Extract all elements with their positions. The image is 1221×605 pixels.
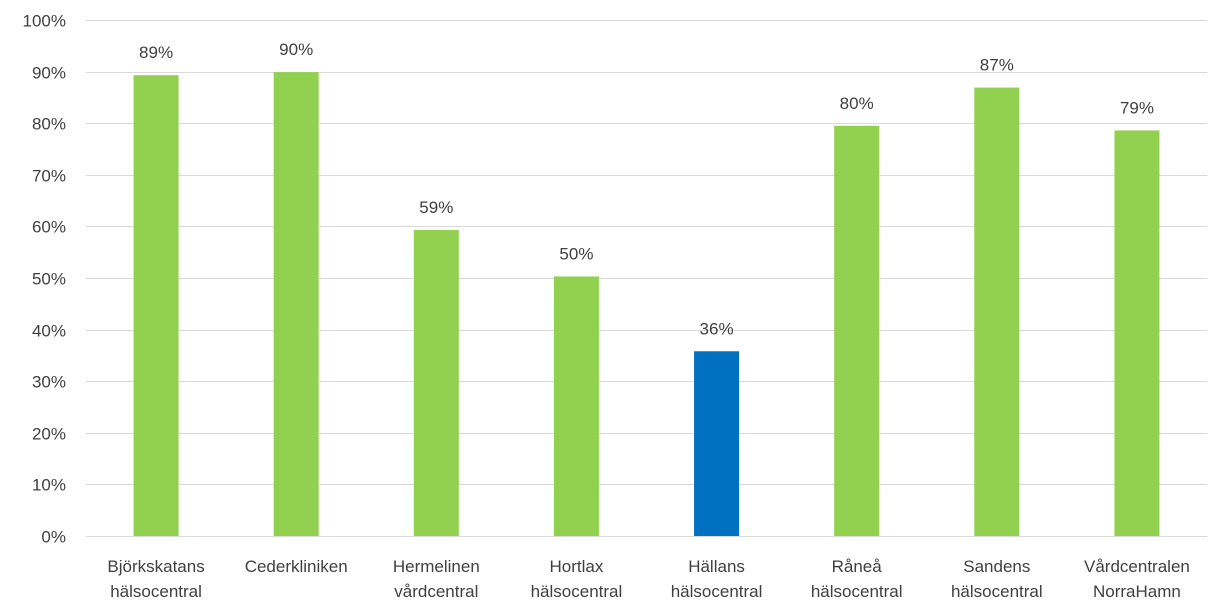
y-tick-label: 60% [32, 218, 66, 237]
data-label-2: 59% [419, 198, 453, 217]
category-label-2: Hermelinen vårdcentral [393, 557, 480, 601]
data-label-3: 50% [559, 244, 593, 263]
data-label-4: 36% [700, 319, 734, 338]
category-label-6: Sandens hälsocentral [951, 557, 1043, 601]
bar-7 [1114, 130, 1160, 536]
bar-3 [553, 276, 599, 536]
bar-2 [413, 230, 459, 536]
category-label-line: Vårdcentralen [1084, 557, 1190, 576]
y-tick-label: 40% [32, 322, 66, 341]
category-label-line: Hällans [688, 557, 745, 576]
category-label-line: hälsocentral [811, 582, 903, 601]
category-label-line: NorraHamn [1093, 582, 1181, 601]
bar-4 [694, 351, 740, 536]
bar-0 [133, 75, 179, 536]
category-label-line: vårdcentral [394, 582, 478, 601]
category-label-line: hälsocentral [671, 582, 763, 601]
category-label-line: Hortlax [550, 557, 604, 576]
y-tick-label: 90% [32, 64, 66, 83]
data-label-0: 89% [139, 43, 173, 62]
category-label-line: Råneå [832, 557, 883, 576]
bar-6 [974, 87, 1020, 536]
y-tick-label: 80% [32, 115, 66, 134]
category-label-0: Björkskatans hälsocentral [107, 557, 204, 601]
bar-1 [273, 72, 319, 536]
data-label-7: 79% [1120, 98, 1154, 117]
category-label-7: Vårdcentralen NorraHamn [1084, 557, 1190, 601]
gridlines [86, 20, 1207, 537]
y-tick-label: 10% [32, 476, 66, 495]
category-label-5: Råneå hälsocentral [811, 557, 903, 601]
y-tick-label: 70% [32, 167, 66, 186]
data-label-6: 87% [980, 56, 1014, 75]
category-label-line: Sandens [963, 557, 1030, 576]
category-label-line: hälsocentral [951, 582, 1043, 601]
x-axis-category-labels: Björkskatans hälsocentral Cederkliniken Her… [107, 557, 1189, 601]
y-tick-label: 50% [32, 270, 66, 289]
category-label-line: Hermelinen [393, 557, 480, 576]
bar-5 [834, 125, 880, 536]
category-label-line: hälsocentral [531, 582, 623, 601]
y-axis-tick-labels: 0% 10% 20% 30% 40% 50% 60% 70% 80% 90% 100% [23, 12, 66, 547]
bars [133, 72, 1160, 536]
category-label-line: hälsocentral [110, 582, 202, 601]
y-tick-label: 0% [41, 528, 66, 547]
category-label-1: Cederkliniken [245, 557, 348, 576]
y-tick-label: 20% [32, 425, 66, 444]
y-tick-label: 100% [23, 12, 66, 31]
category-label-4: Hällans hälsocentral [671, 557, 763, 601]
data-labels: 89% 90% 59% 50% 36% 80% 87% 79% [139, 40, 1154, 338]
category-label-3: Hortlax hälsocentral [531, 557, 623, 601]
category-label-line: Björkskatans [107, 557, 204, 576]
category-label-line: Cederkliniken [245, 557, 348, 576]
y-tick-label: 30% [32, 373, 66, 392]
data-label-1: 90% [279, 40, 313, 59]
data-label-5: 80% [840, 94, 874, 113]
